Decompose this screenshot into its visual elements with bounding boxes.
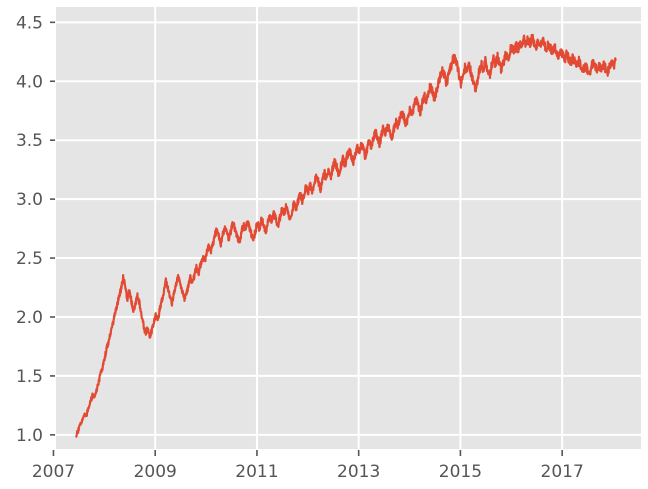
plot-area [56, 7, 641, 449]
x-tick-label: 2015 [439, 462, 482, 482]
y-tick-label: 3.5 [16, 131, 43, 151]
tick-marks [50, 21, 563, 456]
x-tick-label: 2011 [235, 462, 278, 482]
x-tick-label: 2013 [337, 462, 380, 482]
x-tick-label: 2009 [134, 462, 177, 482]
plot-background [56, 7, 641, 449]
x-tick-label: 2007 [32, 462, 75, 482]
data-line-cumulative-growth [75, 33, 617, 438]
y-tick-label: 4.0 [16, 72, 43, 92]
y-tick-label: 1.5 [16, 367, 43, 387]
y-tick-label: 2.5 [16, 249, 43, 269]
y-tick-label: 4.5 [16, 13, 43, 33]
x-tick-label: 2017 [541, 462, 584, 482]
y-tick-label: 1.0 [16, 426, 43, 446]
y-tick-label: 2.0 [16, 308, 43, 328]
y-tick-label: 3.0 [16, 190, 43, 210]
tick-labels-group: 1.0 1.5 2.0 2.5 3.0 3.5 4.0 4.5 2007 2009 2011 2013… [16, 13, 584, 482]
data-series-group [75, 33, 617, 438]
